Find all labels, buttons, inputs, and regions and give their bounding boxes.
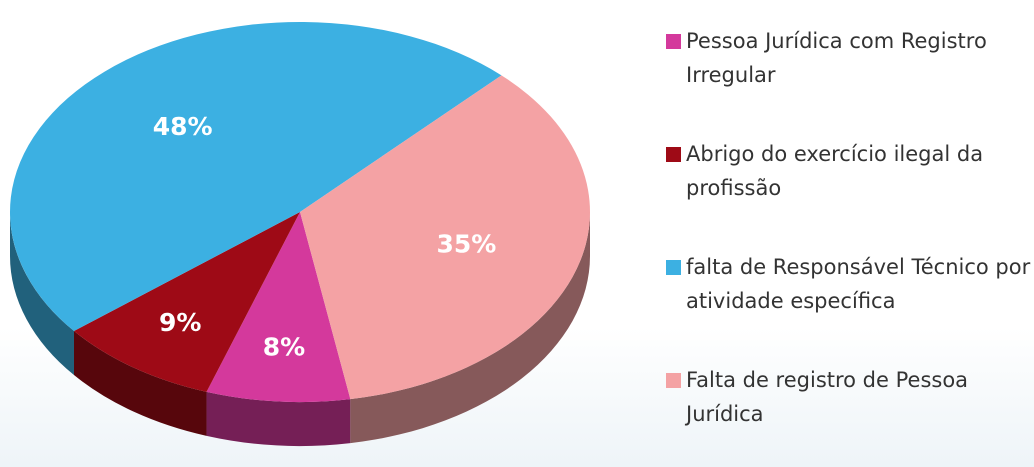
data-label: 8% [263, 332, 305, 361]
legend-swatch [666, 260, 681, 275]
data-label: 48% [153, 112, 213, 141]
pie-slice [206, 212, 351, 402]
legend-label: Abrigo do exercício ilegal da profissão [686, 142, 984, 200]
legend-label: falta de Responsável Técnico por ativida… [686, 255, 1031, 313]
pie-plot: 8% 9% 48% 35% [9, 21, 591, 446]
data-label: 9% [159, 308, 201, 337]
pie-side [206, 391, 351, 446]
legend-swatch [666, 34, 681, 49]
legend-swatch [666, 147, 681, 162]
pie-side [9, 212, 74, 376]
legend-swatch [666, 373, 681, 388]
pie-side [73, 331, 207, 436]
data-label: 35% [436, 229, 496, 258]
pie-side [350, 212, 590, 444]
legend-label: Falta de registro de Pessoa Jurídica [686, 368, 969, 426]
pie-slice [73, 212, 300, 392]
legend-label: Pessoa Jurídica com Registro Irregular [686, 29, 987, 87]
pie-slice [9, 21, 502, 332]
pie-slice [300, 75, 591, 400]
